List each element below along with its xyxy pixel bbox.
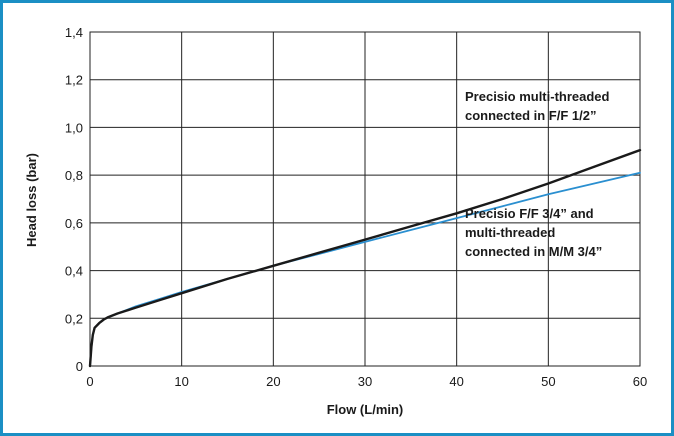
- x-tick-label: 0: [86, 374, 93, 389]
- y-tick-label: 1,0: [65, 120, 83, 135]
- y-tick-label: 1,4: [65, 25, 83, 40]
- y-tick-label: 0,4: [65, 264, 83, 279]
- x-tick-label: 50: [541, 374, 555, 389]
- y-tick-label: 0,6: [65, 216, 83, 231]
- tick-labels: 0 10 20 30 40 50 60 0 0,2 0,4 0,6 0,8 1,0 1,2 1,4: [65, 25, 647, 389]
- series-1-label-line-2: connected in F/F 1/2”: [465, 108, 596, 123]
- x-axis-title: Flow (L/min): [327, 402, 404, 417]
- grid: [89, 31, 641, 367]
- y-axis-title: Head loss (bar): [24, 153, 39, 247]
- series-1-label-line-1: Precisio multi-threaded: [465, 89, 610, 104]
- y-tick-label: 0,2: [65, 311, 83, 326]
- x-tick-label: 40: [449, 374, 463, 389]
- series-lines: [88, 148, 642, 368]
- series-1-line: [88, 148, 642, 368]
- series-2-label-line-2: multi-threaded: [465, 225, 555, 240]
- series-2-label-line-1: Precisio F/F 3/4” and: [465, 206, 594, 221]
- x-tick-label: 10: [174, 374, 188, 389]
- y-tick-label: 1,2: [65, 73, 83, 88]
- series-2-label-line-3: connected in M/M 3/4”: [465, 244, 602, 259]
- x-tick-label: 20: [266, 374, 280, 389]
- y-tick-label: 0: [76, 359, 83, 374]
- x-tick-label: 30: [358, 374, 372, 389]
- y-tick-label: 0,8: [65, 168, 83, 183]
- x-tick-label: 60: [633, 374, 647, 389]
